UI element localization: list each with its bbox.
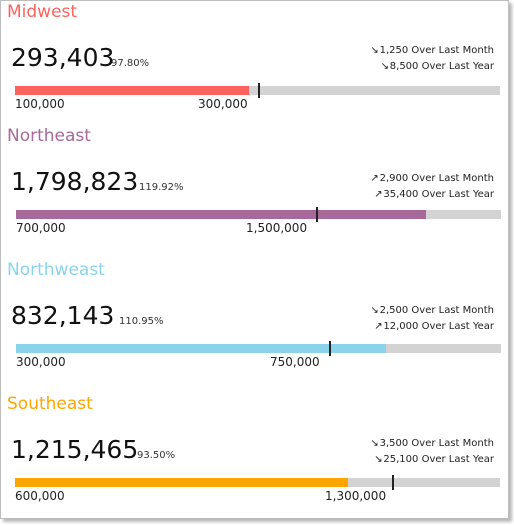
target-marker	[316, 207, 318, 222]
bullet-fill	[16, 210, 426, 219]
bullet-fill	[15, 478, 348, 487]
year-comparison-text: 25,100 Over Last Year	[383, 454, 494, 465]
axis-min-label: 600,000	[15, 489, 65, 503]
axis-mid-label: 1,300,000	[325, 489, 387, 503]
kpi-card-northeast[interactable]: Northeast 1,798,823 119.92% ↗2,900 Over …	[1, 125, 510, 257]
year-comparison: ↗12,000 Over Last Year	[373, 321, 494, 333]
year-comparison-text: 12,000 Over Last Year	[383, 321, 494, 332]
target-marker	[392, 475, 394, 490]
trend-arrow-icon: ↗	[374, 321, 383, 332]
trend-arrow-icon: ↘	[380, 61, 389, 72]
kpi-value: 1,215,465	[11, 435, 139, 464]
year-comparison-text: 8,500 Over Last Year	[389, 61, 494, 72]
kpi-card-northweast[interactable]: Northweast 832,143 110.95% ↘2,500 Over L…	[1, 259, 510, 391]
bullet-fill	[15, 86, 249, 95]
trend-arrow-icon: ↗	[374, 189, 383, 200]
year-comparison: ↘8,500 Over Last Year	[380, 61, 494, 73]
kpi-value: 1,798,823	[11, 167, 139, 196]
kpi-card-midwest[interactable]: Midwest 293,403 97.80% ↘1,250 Over Last …	[1, 1, 510, 133]
axis-mid-label: 750,000	[270, 355, 320, 369]
region-title: Northweast	[7, 260, 105, 280]
bullet-track	[15, 83, 500, 98]
bullet-track	[16, 341, 501, 356]
bullet-track	[16, 207, 501, 222]
year-comparison: ↗35,400 Over Last Year	[373, 189, 494, 201]
bullet-fill	[16, 344, 386, 353]
axis-mid-label: 300,000	[198, 97, 248, 111]
kpi-card-southeast[interactable]: Southeast 1,215,465 93.50% ↘3,500 Over L…	[1, 393, 510, 525]
trend-arrow-icon: ↘	[370, 305, 379, 316]
month-comparison-text: 3,500 Over Last Month	[379, 438, 494, 449]
kpi-panel: Midwest 293,403 97.80% ↘1,250 Over Last …	[0, 0, 509, 519]
region-title: Midwest	[7, 2, 78, 22]
trend-arrow-icon: ↘	[370, 45, 379, 56]
year-comparison: ↘25,100 Over Last Year	[373, 454, 494, 466]
target-marker	[329, 341, 331, 356]
month-comparison: ↘1,250 Over Last Month	[370, 45, 494, 57]
kpi-percent: 97.80%	[111, 58, 150, 69]
month-comparison-text: 1,250 Over Last Month	[379, 45, 494, 56]
month-comparison: ↘3,500 Over Last Month	[370, 438, 494, 450]
kpi-percent: 110.95%	[119, 316, 164, 327]
target-marker	[258, 83, 260, 98]
month-comparison-text: 2,900 Over Last Month	[379, 173, 494, 184]
year-comparison-text: 35,400 Over Last Year	[383, 189, 494, 200]
axis-min-label: 100,000	[15, 97, 65, 111]
bullet-track	[15, 475, 500, 490]
axis-mid-label: 1,500,000	[246, 221, 308, 235]
month-comparison-text: 2,500 Over Last Month	[379, 305, 494, 316]
month-comparison: ↘2,500 Over Last Month	[370, 305, 494, 317]
kpi-value: 293,403	[11, 43, 115, 72]
kpi-value: 832,143	[11, 301, 115, 330]
region-title: Northeast	[7, 126, 91, 146]
kpi-percent: 93.50%	[137, 450, 176, 461]
axis-min-label: 300,000	[16, 355, 66, 369]
trend-arrow-icon: ↘	[370, 438, 379, 449]
kpi-percent: 119.92%	[139, 182, 184, 193]
trend-arrow-icon: ↘	[374, 454, 383, 465]
month-comparison: ↗2,900 Over Last Month	[370, 173, 494, 185]
axis-min-label: 700,000	[16, 221, 66, 235]
trend-arrow-icon: ↗	[370, 173, 379, 184]
region-title: Southeast	[7, 394, 93, 414]
